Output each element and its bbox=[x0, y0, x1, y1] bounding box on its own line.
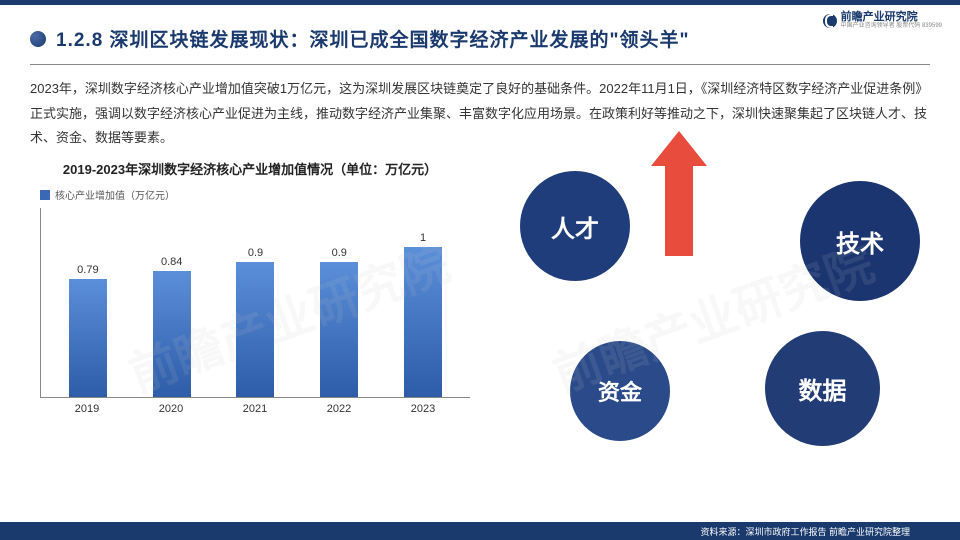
x-label: 2021 bbox=[217, 403, 293, 415]
bar-chart: 0.79 0.84 0.9 0.9 1 bbox=[40, 208, 470, 398]
content-row: 2019-2023年深圳数字经济核心产业增加值情况（单位：万亿元） 核心产业增加… bbox=[0, 151, 960, 461]
node-data: 数据 bbox=[765, 331, 880, 446]
bar-value-label: 1 bbox=[420, 232, 426, 244]
bar bbox=[153, 271, 191, 397]
section-number: 1.2.8 bbox=[56, 30, 103, 51]
chart-panel: 2019-2023年深圳数字经济核心产业增加值情况（单位：万亿元） 核心产业增加… bbox=[30, 161, 470, 461]
bar bbox=[236, 262, 274, 397]
bar-value-label: 0.9 bbox=[332, 247, 347, 259]
header-divider bbox=[30, 64, 930, 65]
x-axis-labels: 2019 2020 2021 2022 2023 bbox=[40, 398, 470, 415]
bar-group: 0.84 bbox=[134, 256, 209, 397]
legend-label: 核心产业增加值（万亿元） bbox=[55, 187, 175, 202]
chart-title: 2019-2023年深圳数字经济核心产业增加值情况（单位：万亿元） bbox=[30, 161, 470, 179]
brand-logo: 前瞻产业研究院 中国产业咨询领导者 股票代码 839599 bbox=[823, 12, 942, 29]
chart-legend: 核心产业增加值（万亿元） bbox=[30, 187, 470, 202]
x-label: 2020 bbox=[133, 403, 209, 415]
x-label: 2022 bbox=[301, 403, 377, 415]
slide-header: 1.2.8 深圳区块链发展现状：深圳已成全国数字经济产业发展的"领头羊" bbox=[0, 5, 960, 64]
body-paragraph: 2023年，深圳数字经济核心产业增加值突破1万亿元，这为深圳发展区块链奠定了良好… bbox=[0, 77, 960, 151]
x-label: 2019 bbox=[49, 403, 125, 415]
bars-container: 0.79 0.84 0.9 0.9 1 bbox=[41, 208, 470, 397]
title-text: 深圳区块链发展现状：深圳已成全国数字经济产业发展的"领头羊" bbox=[110, 30, 690, 51]
logo-icon bbox=[823, 14, 837, 28]
bar-group: 0.9 bbox=[218, 247, 293, 397]
bar-group: 0.9 bbox=[302, 247, 377, 397]
diagram-panel: 人才 技术 资金 数据 bbox=[490, 161, 930, 461]
header-bullet-icon bbox=[30, 31, 46, 47]
slide-title: 1.2.8 深圳区块链发展现状：深圳已成全国数字经济产业发展的"领头羊" bbox=[56, 25, 690, 52]
node-fund: 资金 bbox=[570, 341, 670, 441]
x-label: 2023 bbox=[385, 403, 461, 415]
bar bbox=[404, 247, 442, 397]
footer-bar: 资料来源：深圳市政府工作报告 前瞻产业研究院整理 bbox=[0, 522, 960, 540]
legend-swatch bbox=[40, 190, 50, 200]
bar bbox=[320, 262, 358, 397]
bar-value-label: 0.9 bbox=[248, 247, 263, 259]
up-arrow-icon bbox=[665, 166, 693, 256]
bar-group: 1 bbox=[385, 232, 460, 397]
bar-value-label: 0.79 bbox=[77, 264, 98, 276]
node-tech: 技术 bbox=[800, 181, 920, 301]
node-talent: 人才 bbox=[520, 171, 630, 281]
logo-sub-text: 中国产业咨询领导者 股票代码 839599 bbox=[841, 23, 942, 29]
bar bbox=[69, 279, 107, 397]
bar-group: 0.79 bbox=[50, 264, 125, 397]
footer-source: 资料来源：深圳市政府工作报告 前瞻产业研究院整理 bbox=[700, 525, 910, 538]
bar-value-label: 0.84 bbox=[161, 256, 182, 268]
logo-main-text: 前瞻产业研究院 bbox=[841, 12, 942, 23]
